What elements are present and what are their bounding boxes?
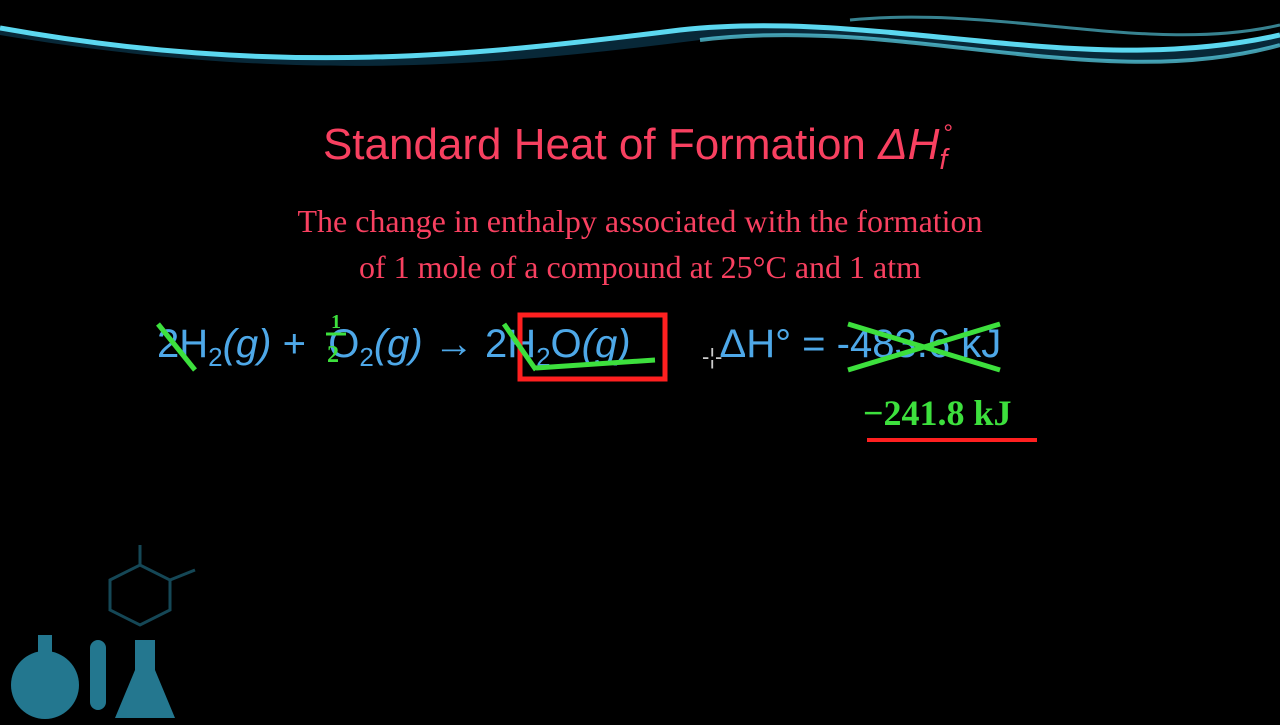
reactant-2: O [328, 322, 359, 366]
chemical-equation: 2H2(g) + O2(g) → 2H2O(g) ΔH° = -483.6 kJ [157, 322, 1001, 373]
delta-h-value: -483.6 kJ [837, 322, 1002, 366]
title-superscript: ° [943, 120, 953, 147]
product-h: H [507, 322, 536, 366]
product-o: O [551, 322, 582, 366]
subtitle-line-1: The change in enthalpy associated with t… [297, 203, 982, 239]
slide-title: Standard Heat of Formation ΔHf° [323, 120, 957, 177]
product-sub: 2 [536, 342, 550, 372]
title-subscript: f [939, 144, 947, 176]
title-symbol: ΔH [878, 120, 939, 169]
reactant-1-state: (g) [223, 322, 272, 366]
reactant-2-sub: 2 [359, 342, 373, 372]
plus-sign: + [272, 322, 318, 366]
product-state: (g) [582, 322, 631, 366]
product-coef: 2 [485, 322, 507, 366]
arrow: → [423, 322, 485, 366]
cursor-mark: -¦- [702, 344, 722, 370]
red-underline-annotation [867, 438, 1037, 442]
title-text: Standard Heat of Formation [323, 120, 878, 169]
top-wave-decoration [0, 0, 1280, 120]
delta-h-label: ΔH° = [719, 322, 836, 366]
reactant-2-state: (g) [374, 322, 423, 366]
slide-subtitle: The change in enthalpy associated with t… [297, 198, 982, 291]
handwritten-new-value: −241.8 kJ [863, 392, 1012, 434]
reactant-1-coef: 2 [157, 322, 179, 366]
reactant-1: H [179, 322, 208, 366]
chemistry-icon-decoration [0, 540, 240, 720]
subtitle-line-2: of 1 mole of a compound at 25°C and 1 at… [359, 249, 921, 285]
reactant-1-sub: 2 [208, 342, 222, 372]
